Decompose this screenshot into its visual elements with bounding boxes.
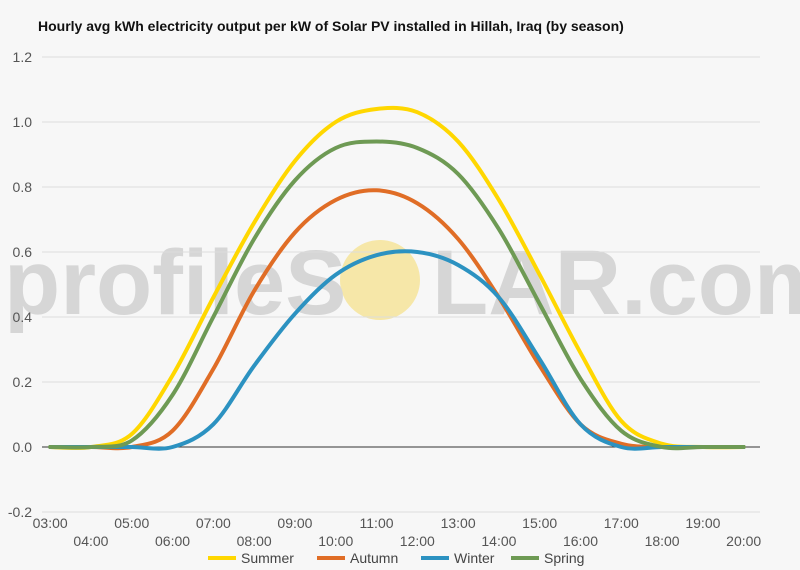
x-tick-label: 07:00 xyxy=(196,515,231,531)
x-tick-label: 14:00 xyxy=(481,533,516,549)
x-tick-label: 08:00 xyxy=(237,533,272,549)
x-tick-label: 12:00 xyxy=(400,533,435,549)
x-tick-label: 05:00 xyxy=(114,515,149,531)
chart-title: Hourly avg kWh electricity output per kW… xyxy=(38,18,624,34)
x-tick-label: 20:00 xyxy=(726,533,761,549)
x-tick-label: 19:00 xyxy=(685,515,720,531)
y-tick-label: 0.2 xyxy=(13,374,33,390)
legend-label-spring: Spring xyxy=(544,550,584,566)
y-tick-label: 0.8 xyxy=(13,179,33,195)
legend-label-summer: Summer xyxy=(241,550,294,566)
legend: Summer Autumn Winter Spring xyxy=(208,550,584,566)
x-tick-label: 06:00 xyxy=(155,533,190,549)
legend-label-autumn: Autumn xyxy=(350,550,398,566)
x-axis: 03:00 04:00 05:00 06:00 07:00 08:00 09:00 10:00… xyxy=(33,515,762,549)
x-tick-label: 09:00 xyxy=(277,515,312,531)
grid xyxy=(42,56,760,513)
x-tick-label: 04:00 xyxy=(73,533,108,549)
legend-label-winter: Winter xyxy=(454,550,495,566)
x-tick-label: 15:00 xyxy=(522,515,557,531)
watermark-text-left: profileS xyxy=(4,232,346,334)
y-tick-label: 0.0 xyxy=(13,439,33,455)
y-tick-label: -0.2 xyxy=(8,504,32,520)
series xyxy=(48,105,746,451)
x-tick-label: 17:00 xyxy=(604,515,639,531)
series-line-autumn xyxy=(48,188,746,451)
x-tick-label: 10:00 xyxy=(318,533,353,549)
x-tick-label: 13:00 xyxy=(441,515,476,531)
x-tick-label: 16:00 xyxy=(563,533,598,549)
y-tick-label: 0.6 xyxy=(13,244,33,260)
series-line-spring xyxy=(48,139,746,451)
y-tick-label: 0.4 xyxy=(13,309,33,325)
series-line-summer xyxy=(48,105,746,450)
x-tick-label: 18:00 xyxy=(645,533,680,549)
series-line-winter xyxy=(48,249,746,451)
x-tick-label: 03:00 xyxy=(33,515,68,531)
watermark: profileS LAR.com xyxy=(4,232,800,334)
y-axis: -0.2 0.0 0.2 0.4 0.6 0.8 1.0 1.2 xyxy=(8,49,32,520)
y-tick-label: 1.0 xyxy=(13,114,33,130)
y-tick-label: 1.2 xyxy=(13,49,33,65)
x-tick-label: 11:00 xyxy=(360,515,394,531)
